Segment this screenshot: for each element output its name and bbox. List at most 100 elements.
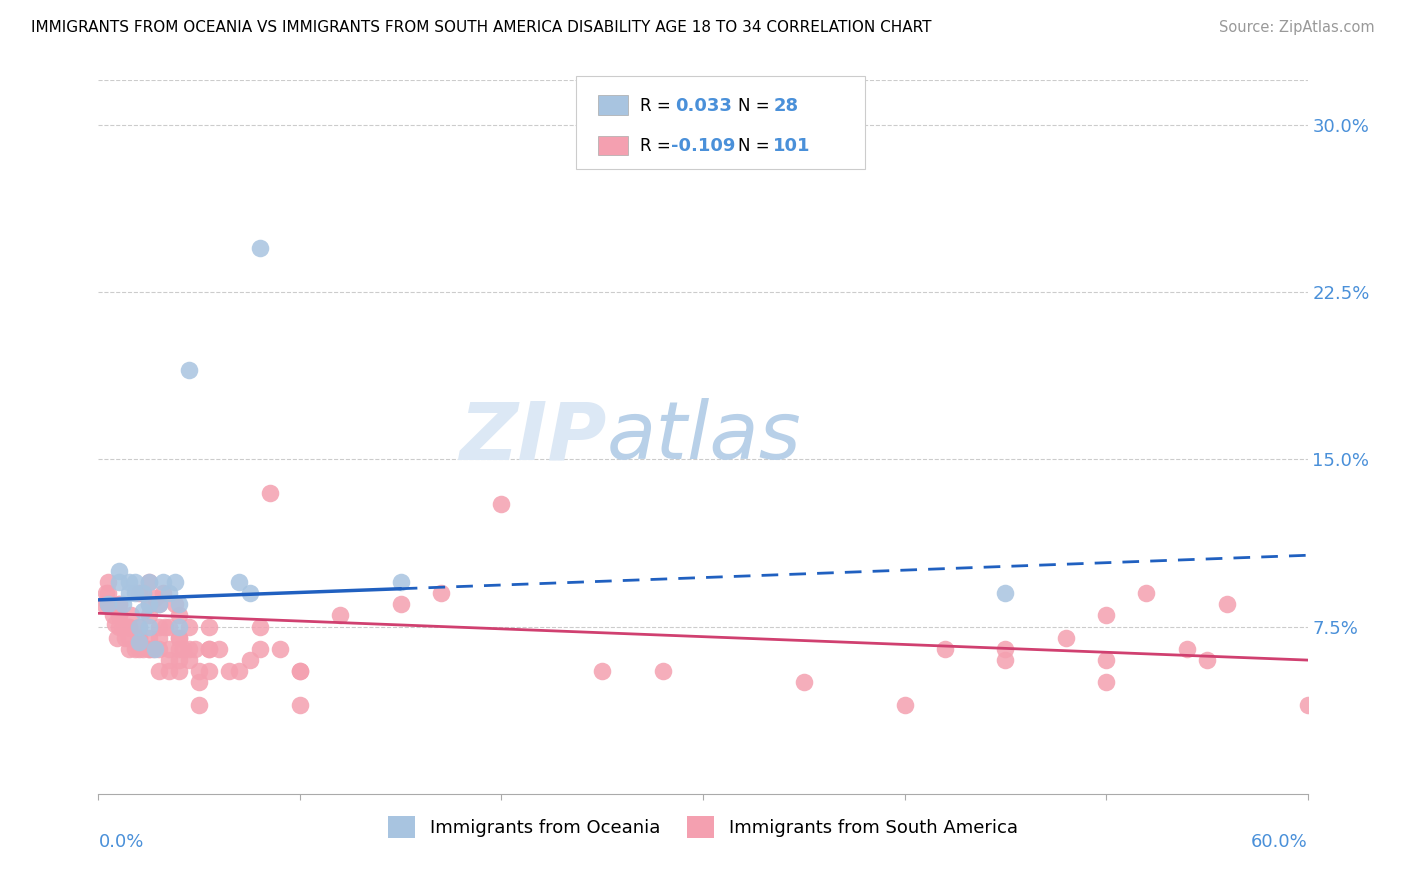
Point <box>329 608 352 623</box>
Point <box>1216 598 1239 612</box>
Point <box>128 631 150 645</box>
Point <box>107 598 129 612</box>
Point <box>124 575 146 590</box>
Legend: Immigrants from Oceania, Immigrants from South America: Immigrants from Oceania, Immigrants from… <box>381 809 1025 846</box>
Text: ZIP: ZIP <box>458 398 606 476</box>
Point <box>1296 698 1319 712</box>
Point <box>249 240 271 255</box>
Point <box>167 598 190 612</box>
Text: R =: R = <box>640 96 671 115</box>
Point <box>163 575 186 590</box>
Point <box>239 586 262 600</box>
Point <box>179 363 201 377</box>
Point <box>100 598 122 612</box>
Point <box>491 497 513 511</box>
Point <box>111 619 134 633</box>
Point <box>138 575 160 590</box>
Point <box>157 586 180 600</box>
Point <box>651 664 673 679</box>
Point <box>97 598 120 612</box>
Point <box>167 631 190 645</box>
Point <box>793 675 815 690</box>
Point <box>157 653 180 667</box>
Point <box>107 575 129 590</box>
Point <box>228 575 250 590</box>
Point <box>148 642 170 657</box>
Point <box>138 608 160 623</box>
Point <box>128 619 150 633</box>
Point <box>124 642 146 657</box>
Point <box>288 664 311 679</box>
Point <box>179 619 201 633</box>
Point <box>107 598 129 612</box>
Point <box>128 631 150 645</box>
Point <box>97 598 120 612</box>
Point <box>167 608 190 623</box>
Point <box>107 608 129 623</box>
Point <box>167 642 190 657</box>
Point <box>208 642 231 657</box>
Point <box>107 619 129 633</box>
Point <box>157 664 180 679</box>
Point <box>167 619 190 633</box>
Point <box>118 619 141 633</box>
Point <box>994 642 1017 657</box>
Point <box>138 598 160 612</box>
Text: N =: N = <box>738 137 769 155</box>
Point <box>138 642 160 657</box>
Point <box>148 598 170 612</box>
Point <box>167 653 190 667</box>
Point <box>184 642 207 657</box>
Point <box>103 617 125 632</box>
Point <box>1095 675 1118 690</box>
Point <box>934 642 956 657</box>
Point <box>97 598 120 612</box>
Point <box>132 586 155 600</box>
Point <box>188 664 211 679</box>
Text: 101: 101 <box>773 137 811 155</box>
Point <box>93 598 115 612</box>
Point <box>1054 631 1077 645</box>
Point <box>128 642 150 657</box>
Point <box>128 619 150 633</box>
Point <box>138 598 160 612</box>
Point <box>118 631 141 645</box>
Point <box>269 642 291 657</box>
Point <box>198 619 221 633</box>
Point <box>167 631 190 645</box>
Point <box>148 619 170 633</box>
Point <box>111 619 134 633</box>
Point <box>228 664 250 679</box>
Point <box>591 664 613 679</box>
Text: R =: R = <box>640 137 671 155</box>
Text: 28: 28 <box>773 96 799 115</box>
Point <box>111 598 134 612</box>
Point <box>128 586 150 600</box>
Point <box>179 653 201 667</box>
Point <box>389 575 412 590</box>
Point <box>105 631 128 645</box>
Point <box>96 586 118 600</box>
Point <box>118 619 141 633</box>
Point <box>132 642 155 657</box>
Point <box>143 591 166 605</box>
Point <box>1195 653 1218 667</box>
Point <box>167 664 190 679</box>
Point <box>128 635 150 649</box>
Point <box>1095 653 1118 667</box>
Point <box>107 564 129 578</box>
Text: IMMIGRANTS FROM OCEANIA VS IMMIGRANTS FROM SOUTH AMERICA DISABILITY AGE 18 TO 34: IMMIGRANTS FROM OCEANIA VS IMMIGRANTS FR… <box>31 20 931 35</box>
Text: atlas: atlas <box>606 398 801 476</box>
Point <box>259 485 281 500</box>
Point <box>120 608 142 623</box>
Point <box>994 653 1017 667</box>
Point <box>288 698 311 712</box>
Point <box>179 642 201 657</box>
Text: 0.033: 0.033 <box>675 96 731 115</box>
Point <box>188 675 211 690</box>
Point <box>198 642 221 657</box>
Point <box>430 586 453 600</box>
Point <box>118 586 141 600</box>
Point <box>994 586 1017 600</box>
Point <box>114 631 136 645</box>
